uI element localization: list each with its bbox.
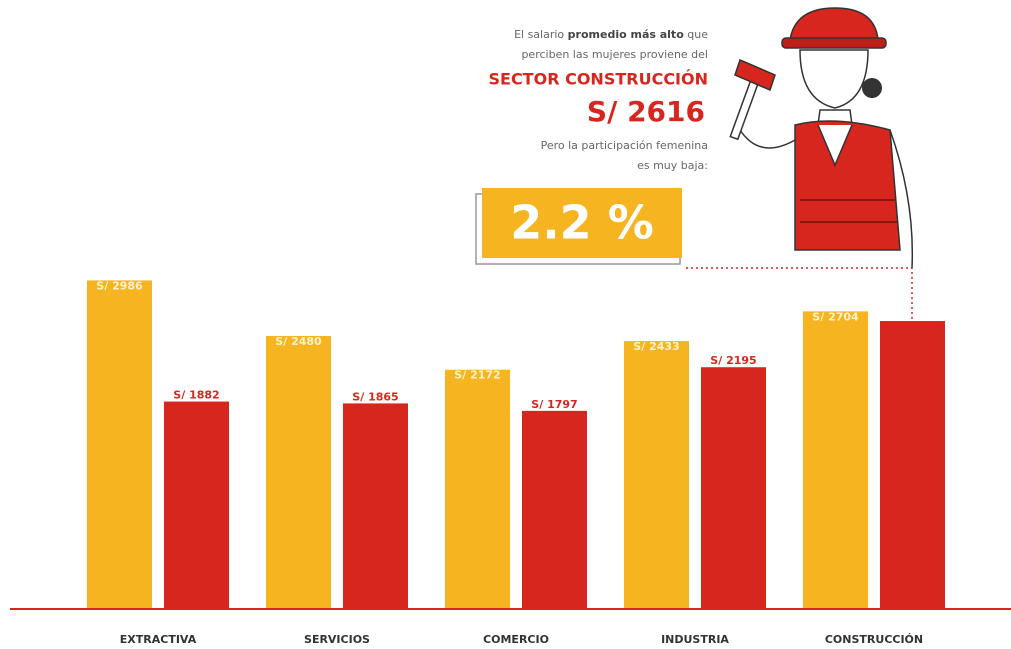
annotation-share: 2.2 % (510, 196, 654, 250)
bar (445, 369, 510, 608)
value-label: S/ 2172 (454, 369, 500, 382)
leader-line (686, 267, 913, 320)
annotation-text: El salario (514, 28, 564, 41)
x-tick-label: EXTRACTIVA (120, 633, 197, 646)
value-label: S/ 1865 (352, 390, 398, 403)
worker-illustration (729, 7, 914, 269)
x-tick-label: SERVICIOS (304, 633, 370, 646)
bar (522, 410, 587, 608)
share-box (482, 188, 682, 258)
x-tick-label: INDUSTRIA (661, 633, 729, 646)
value-label: S/ 2195 (710, 354, 756, 367)
annotation-sector: SECTOR CONSTRUCCIÓN (488, 70, 708, 89)
annotation-text: que (687, 28, 708, 41)
value-label: S/ 2480 (275, 335, 322, 348)
annotation-line: El salario promedio más alto que (514, 28, 708, 41)
x-tick-label: CONSTRUCCIÓN (825, 633, 923, 646)
value-label: S/ 2704 (812, 310, 859, 323)
bar (624, 341, 689, 608)
bar (266, 335, 331, 608)
annotation-line: Pero la participación femenina (541, 139, 708, 152)
x-tick-label: COMERCIO (483, 633, 549, 646)
bar (87, 280, 152, 608)
bar (803, 311, 868, 608)
value-label: S/ 1882 (173, 389, 219, 402)
bar (701, 367, 766, 608)
bar (343, 403, 408, 608)
annotation-salary: S/ 2616 (587, 95, 705, 128)
bar (164, 401, 229, 608)
value-label: S/ 1797 (531, 398, 577, 411)
annotation-text: promedio más alto (568, 28, 685, 41)
value-label: S/ 2433 (633, 340, 679, 353)
annotation-line: perciben las mujeres proviene del (521, 48, 708, 61)
annotation-line: es muy baja: (637, 159, 708, 172)
bar (880, 321, 945, 608)
value-label: S/ 2986 (96, 279, 143, 292)
